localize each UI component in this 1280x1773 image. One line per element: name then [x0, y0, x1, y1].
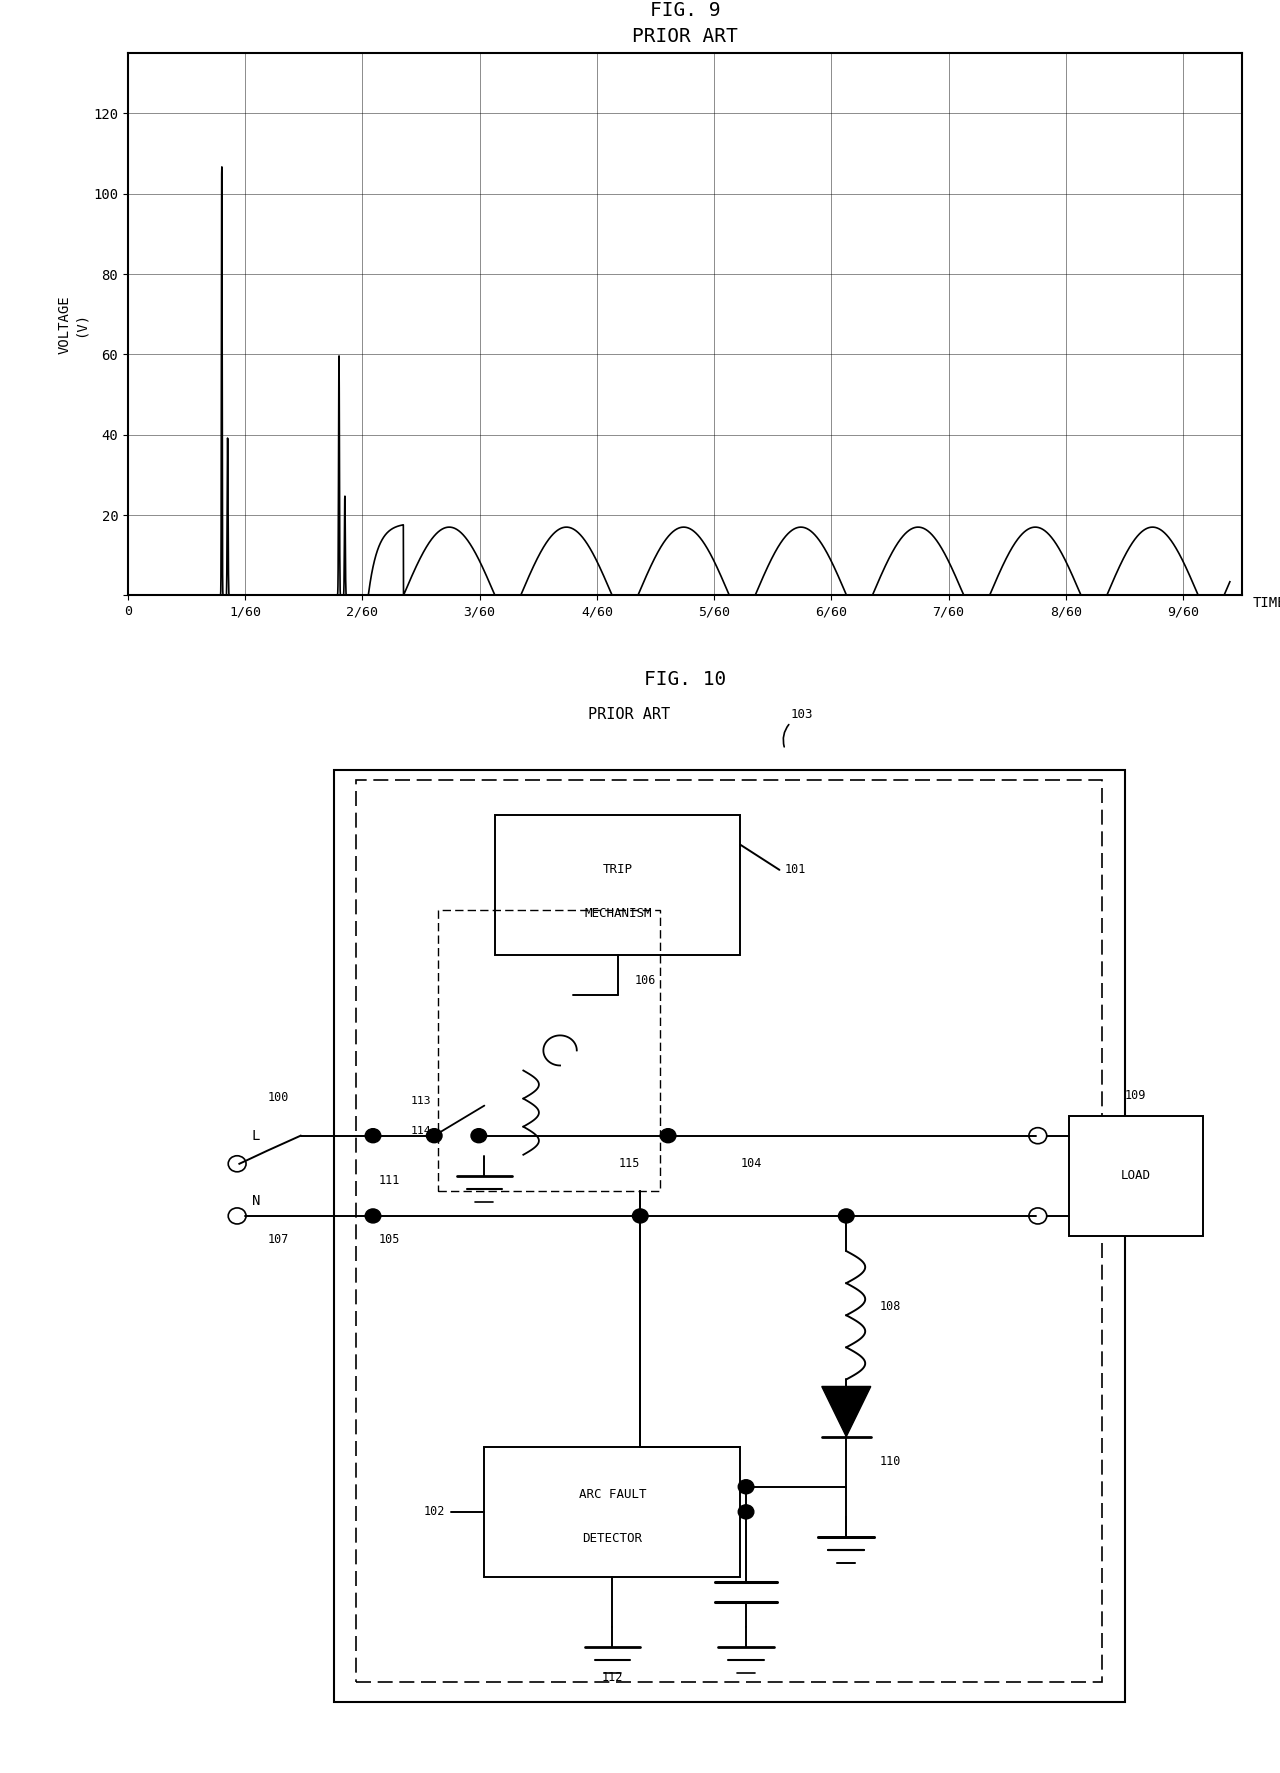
Bar — [484, 1447, 740, 1576]
Bar — [356, 780, 1102, 1683]
Circle shape — [426, 1129, 442, 1144]
Text: DETECTOR: DETECTOR — [582, 1532, 643, 1546]
Bar — [1069, 1115, 1203, 1236]
Title: FIG. 9
PRIOR ART: FIG. 9 PRIOR ART — [632, 0, 737, 46]
Text: 108: 108 — [879, 1300, 901, 1312]
Text: 100: 100 — [268, 1090, 289, 1105]
Text: ARC FAULT: ARC FAULT — [579, 1488, 646, 1502]
Circle shape — [838, 1209, 854, 1223]
Bar — [495, 816, 740, 956]
Text: 109: 109 — [1125, 1089, 1147, 1103]
Bar — [334, 769, 1125, 1702]
Text: 110: 110 — [879, 1456, 901, 1468]
Text: LOAD: LOAD — [1121, 1170, 1151, 1183]
Text: 115: 115 — [618, 1158, 640, 1170]
Y-axis label: VOLTAGE
(V): VOLTAGE (V) — [58, 294, 87, 353]
Text: MECHANISM: MECHANISM — [584, 906, 652, 920]
Text: TIME(sec): TIME(sec) — [1253, 596, 1280, 610]
Circle shape — [471, 1129, 486, 1144]
Text: 106: 106 — [635, 973, 657, 988]
Circle shape — [632, 1209, 648, 1223]
Text: 111: 111 — [379, 1174, 401, 1188]
Text: 113: 113 — [411, 1096, 431, 1106]
Circle shape — [739, 1480, 754, 1495]
Text: 103: 103 — [791, 707, 813, 722]
Polygon shape — [822, 1386, 870, 1436]
Text: 101: 101 — [785, 863, 806, 876]
Text: N: N — [252, 1193, 260, 1207]
Text: 102: 102 — [424, 1505, 445, 1518]
Circle shape — [739, 1505, 754, 1519]
Text: 114: 114 — [411, 1126, 431, 1136]
Text: L: L — [252, 1129, 260, 1142]
Text: 105: 105 — [379, 1232, 401, 1245]
Text: 104: 104 — [740, 1158, 762, 1170]
Text: FIG. 10: FIG. 10 — [644, 670, 726, 688]
Bar — [438, 910, 660, 1191]
Text: PRIOR ART: PRIOR ART — [588, 707, 671, 722]
Circle shape — [365, 1209, 380, 1223]
Circle shape — [660, 1129, 676, 1144]
Text: TRIP: TRIP — [603, 863, 634, 876]
Circle shape — [365, 1129, 380, 1144]
Text: 112: 112 — [602, 1670, 623, 1684]
Text: 107: 107 — [268, 1232, 289, 1245]
